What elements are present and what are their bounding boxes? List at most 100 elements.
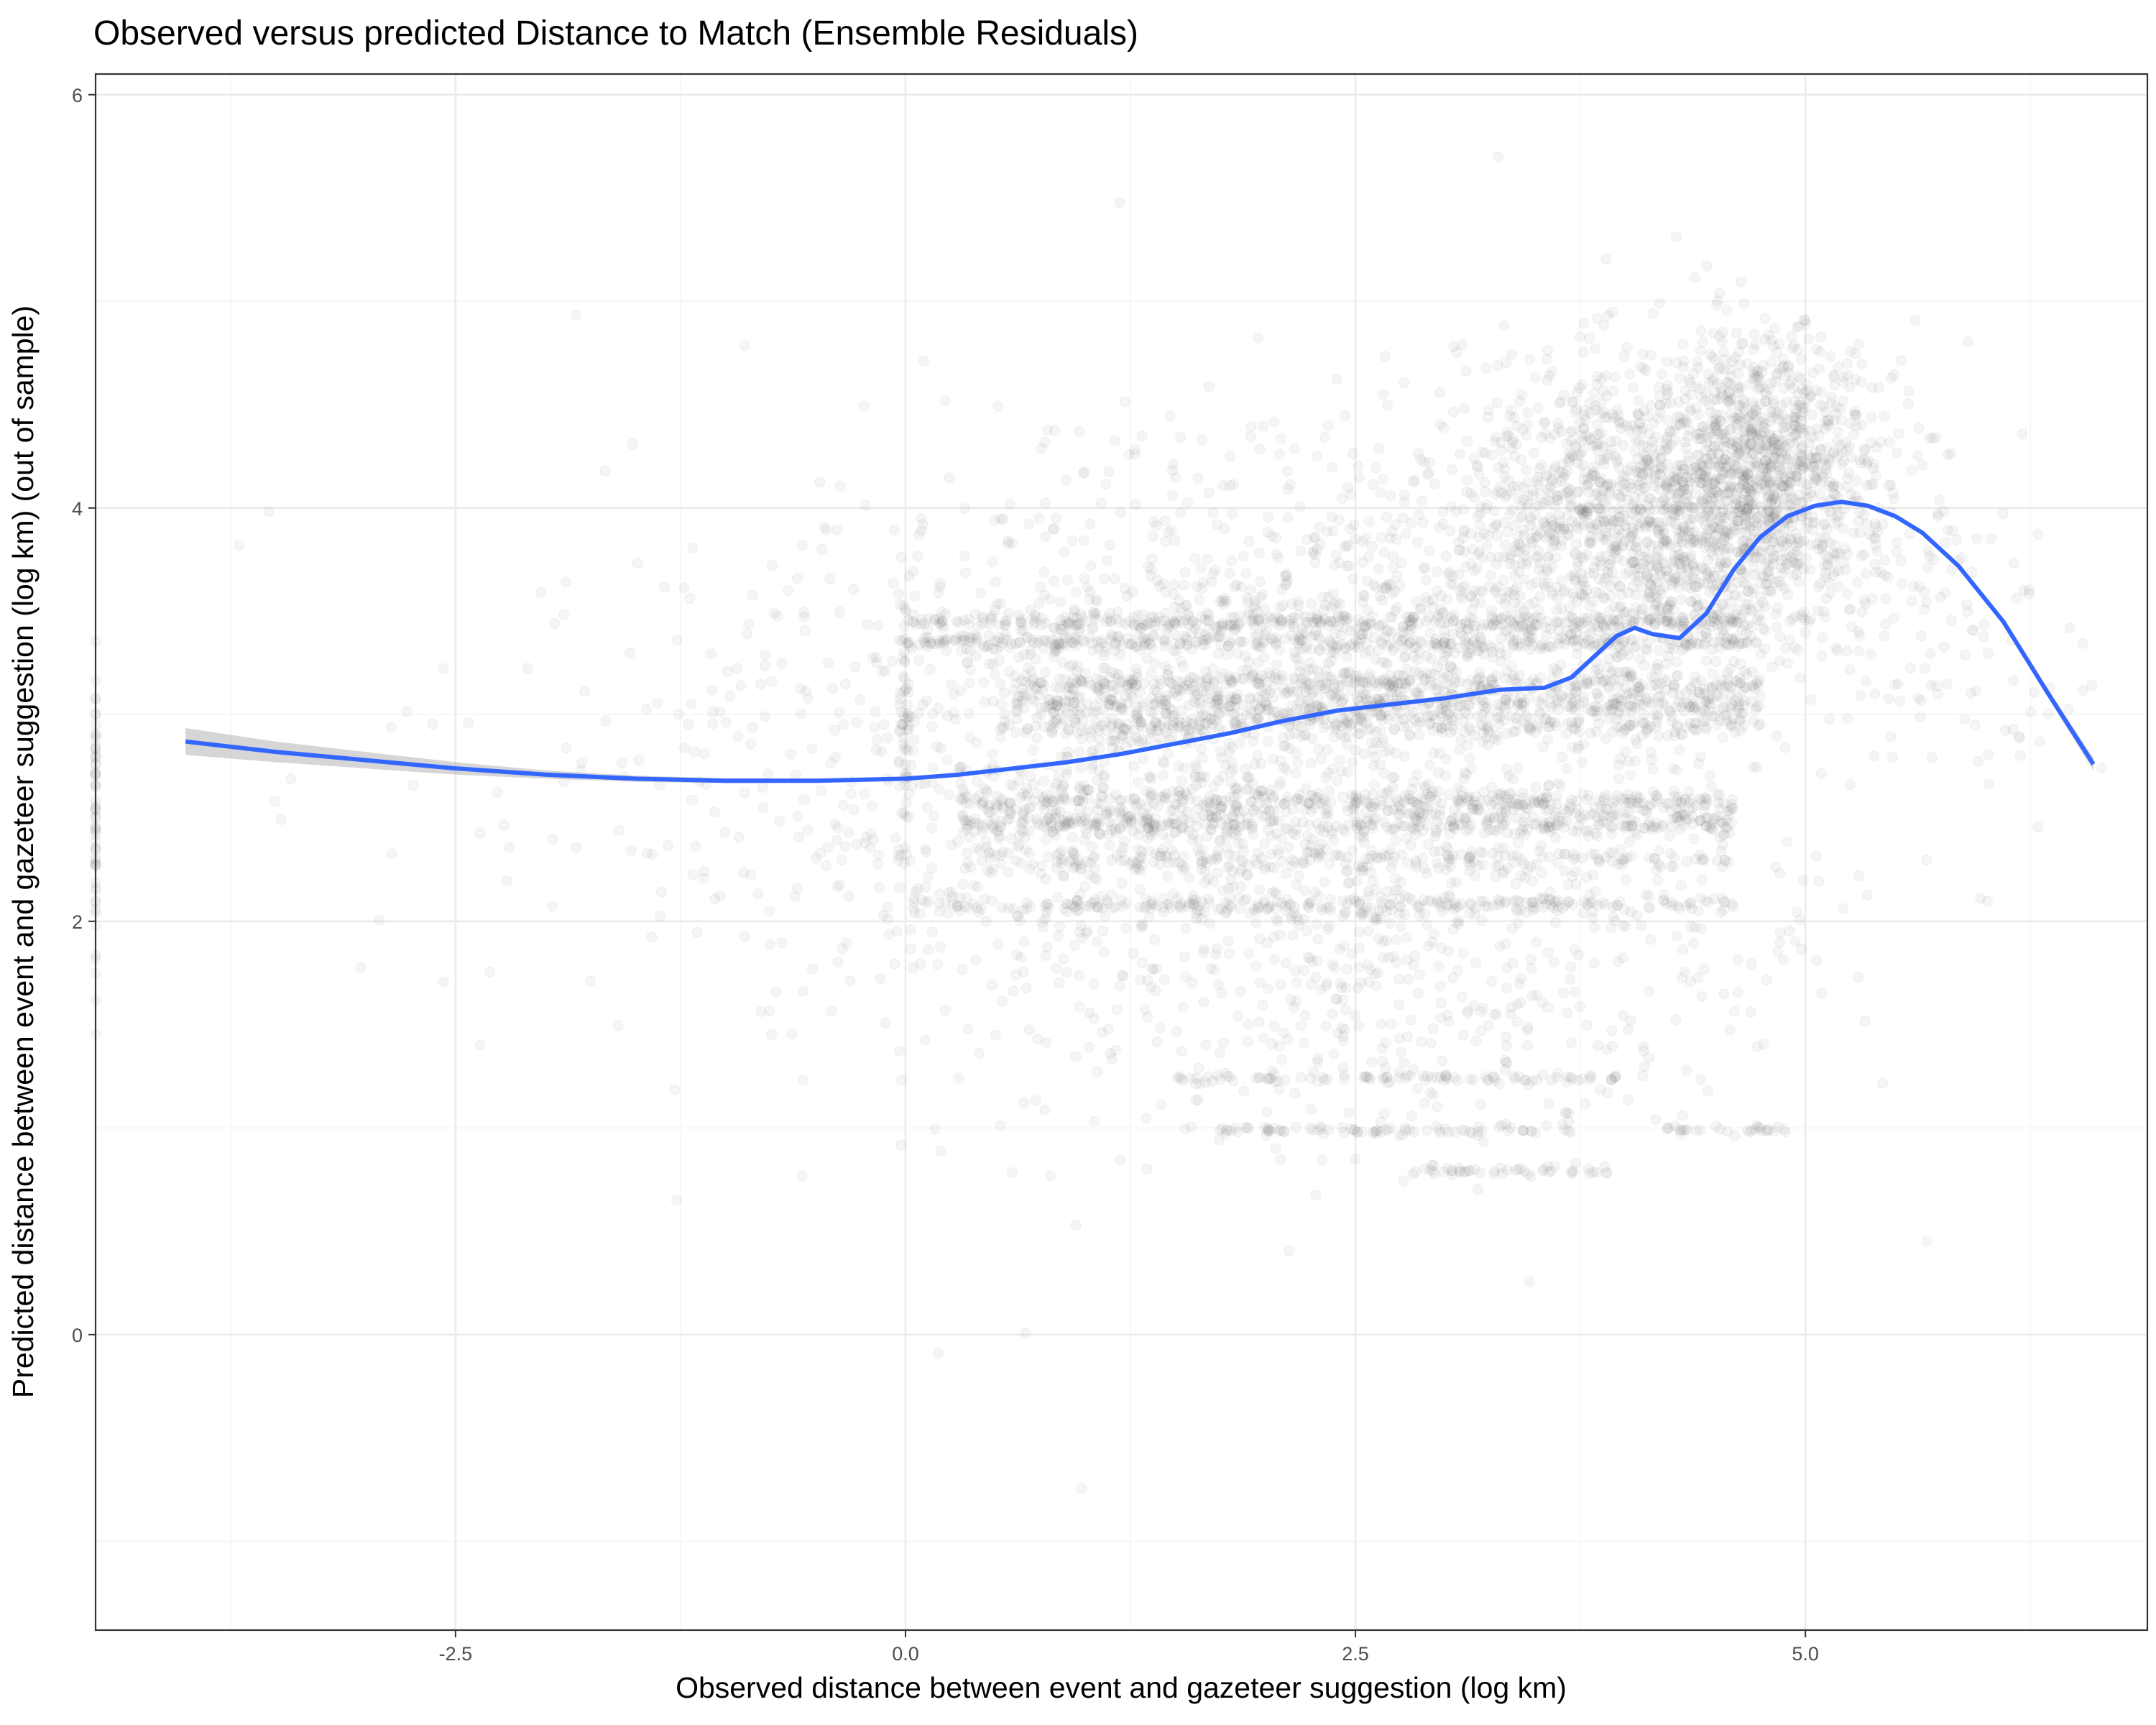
scatter-point [1454, 448, 1466, 460]
scatter-point [1295, 1072, 1307, 1083]
scatter-point [1733, 638, 1745, 649]
scatter-point [1404, 611, 1415, 623]
scatter-point [1024, 901, 1036, 913]
scatter-point [1329, 628, 1341, 640]
scatter-point [1689, 671, 1701, 683]
scatter-point [1528, 818, 1539, 830]
scatter-point [1592, 502, 1604, 515]
scatter-point [1662, 610, 1674, 622]
scatter-point [1633, 616, 1645, 627]
scatter-point [1529, 372, 1541, 383]
scatter-point [1577, 346, 1589, 358]
scatter-point [1522, 408, 1534, 419]
scatter-point [1432, 612, 1443, 623]
scatter-point [969, 630, 980, 641]
scatter-point [1612, 790, 1623, 801]
scatter-point [1649, 619, 1661, 631]
scatter-point [1054, 639, 1065, 650]
scatter-point [976, 855, 988, 867]
scatter-point [1270, 632, 1281, 644]
scatter-point [1815, 578, 1826, 589]
scatter-point [1359, 621, 1370, 632]
scatter-point [1404, 637, 1416, 648]
scatter-point [1458, 403, 1470, 415]
scatter-point [1404, 637, 1416, 648]
scatter-point [1294, 632, 1306, 644]
scatter-point [1276, 614, 1287, 626]
scatter-point [1727, 633, 1738, 645]
scatter-point [918, 636, 930, 648]
scatter-point [1217, 621, 1228, 632]
scatter-point [1715, 473, 1727, 485]
scatter-point [1013, 610, 1025, 621]
scatter-point [1124, 616, 1136, 627]
scatter-point [1387, 823, 1399, 834]
scatter-point [1684, 638, 1695, 650]
scatter-point [1268, 635, 1280, 646]
scatter-point [1338, 622, 1350, 633]
scatter-point [1556, 575, 1567, 586]
scatter-point [1414, 729, 1425, 741]
scatter-point [1699, 484, 1710, 496]
scatter-point [1669, 852, 1680, 863]
scatter-point [1257, 620, 1268, 632]
scatter-point [1431, 638, 1442, 650]
scatter-point [1049, 646, 1061, 658]
scatter-point [1606, 1074, 1617, 1086]
scatter-point [1592, 445, 1603, 456]
scatter-point [1697, 336, 1709, 348]
scatter-point [1240, 650, 1251, 662]
scatter-point [1053, 638, 1065, 649]
scatter-point [1295, 635, 1307, 646]
scatter-point [1120, 618, 1131, 630]
scatter-point [1447, 1165, 1458, 1177]
scatter-point [1511, 620, 1522, 632]
scatter-point [1335, 630, 1347, 641]
scatter-point [1309, 629, 1321, 640]
scatter-point [1708, 612, 1719, 623]
scatter-point [1511, 420, 1523, 432]
scatter-point [1774, 631, 1786, 643]
scatter-point [1199, 630, 1211, 641]
scatter-point [1710, 812, 1721, 824]
scatter-point [1432, 640, 1444, 651]
scatter-point [1680, 436, 1691, 448]
scatter-point [1662, 415, 1673, 426]
scatter-point [1518, 1125, 1529, 1136]
scatter-point [1281, 868, 1292, 880]
scatter-point [924, 637, 936, 648]
scatter-point [1657, 369, 1668, 380]
scatter-point [1305, 611, 1317, 622]
scatter-point [1634, 418, 1645, 430]
scatter-point [1715, 612, 1727, 625]
scatter-point [1229, 625, 1240, 636]
scatter-point [1129, 619, 1141, 630]
scatter-point [1637, 349, 1649, 360]
scatter-point [998, 632, 1010, 645]
scatter-point [1726, 596, 1737, 608]
scatter-point [1376, 635, 1387, 647]
scatter-point [1524, 712, 1536, 724]
scatter-point [1062, 617, 1074, 630]
scatter-point [1610, 615, 1621, 627]
scatter-point [1582, 794, 1593, 806]
scatter-point [1299, 611, 1311, 622]
scatter-point [1521, 429, 1532, 441]
scatter-point [1647, 308, 1659, 319]
scatter-point [1507, 639, 1519, 650]
scatter-point [1070, 640, 1082, 651]
scatter-point [1465, 612, 1477, 624]
scatter-point [1031, 612, 1042, 623]
scatter-point [1661, 898, 1672, 909]
scatter-point [1718, 615, 1731, 627]
scatter-point [1468, 614, 1480, 625]
scatter-point [1753, 719, 1764, 732]
scatter-point [1409, 1166, 1422, 1178]
scatter-point [1049, 639, 1060, 650]
scatter-point [1714, 288, 1726, 299]
scatter-point [1028, 638, 1040, 649]
scatter-point [1701, 260, 1713, 272]
scatter-point [1634, 466, 1646, 478]
scatter-point [1771, 621, 1782, 632]
scatter-point [928, 638, 940, 650]
